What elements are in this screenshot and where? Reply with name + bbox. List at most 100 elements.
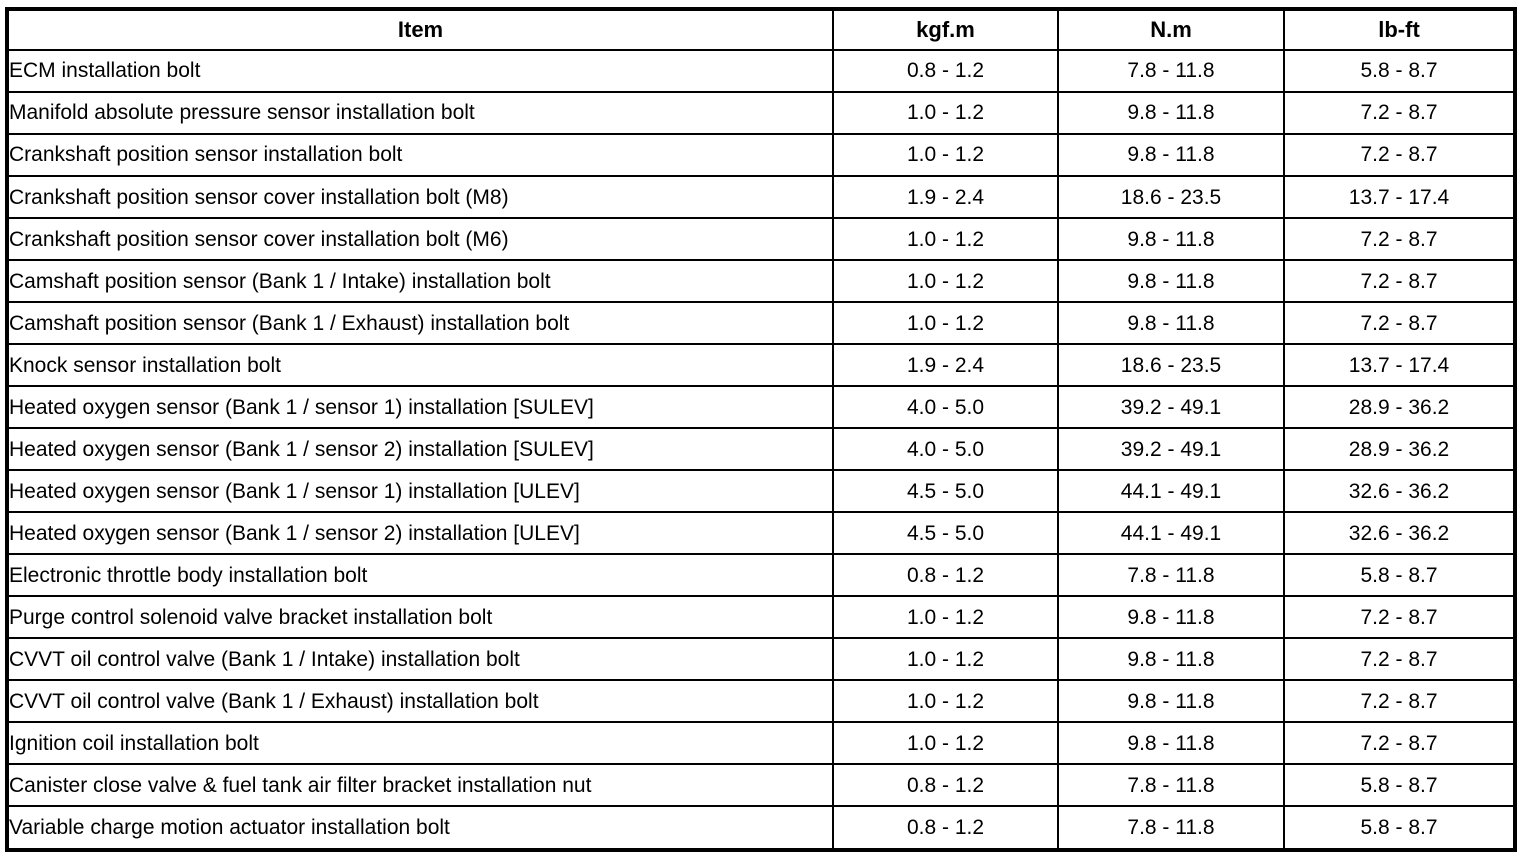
kgfm-cell: 1.0 - 1.2 — [832, 133, 1059, 178]
kgfm-cell: 4.5 - 5.0 — [832, 469, 1059, 514]
nm-cell: 39.2 - 49.1 — [1057, 427, 1285, 472]
item-cell: Purge control solenoid valve bracket ins… — [6, 595, 834, 640]
kgfm-cell: 1.0 - 1.2 — [832, 595, 1059, 640]
kgfm-cell: 1.0 - 1.2 — [832, 301, 1059, 346]
nm-cell: 18.6 - 23.5 — [1057, 175, 1285, 220]
nm-cell: 9.8 - 11.8 — [1057, 217, 1285, 262]
kgfm-cell: 1.0 - 1.2 — [832, 91, 1059, 136]
item-cell: Heated oxygen sensor (Bank 1 / sensor 2)… — [6, 511, 834, 556]
lbft-cell: 5.8 - 8.7 — [1283, 48, 1516, 94]
item-cell: CVVT oil control valve (Bank 1 / Exhaust… — [6, 679, 834, 724]
item-cell: Camshaft position sensor (Bank 1 / Intak… — [6, 259, 834, 304]
kgfm-cell: 1.0 - 1.2 — [832, 721, 1059, 766]
item-cell: Crankshaft position sensor cover install… — [6, 175, 834, 220]
item-cell: Knock sensor installation bolt — [6, 343, 834, 388]
table-row: Knock sensor installation bolt 1.9 - 2.4… — [6, 343, 1516, 388]
nm-cell: 7.8 - 11.8 — [1057, 763, 1285, 808]
lbft-cell: 7.2 - 8.7 — [1283, 637, 1516, 682]
item-cell: CVVT oil control valve (Bank 1 / Intake)… — [6, 637, 834, 682]
table-row: Heated oxygen sensor (Bank 1 / sensor 1)… — [6, 385, 1516, 430]
table-row: Heated oxygen sensor (Bank 1 / sensor 2)… — [6, 511, 1516, 556]
kgfm-cell: 0.8 - 1.2 — [832, 48, 1059, 94]
table-row: Crankshaft position sensor installation … — [6, 133, 1516, 178]
column-header-item: Item — [6, 8, 834, 51]
lbft-cell: 13.7 - 17.4 — [1283, 175, 1516, 220]
item-cell: Manifold absolute pressure sensor instal… — [6, 91, 834, 136]
nm-cell: 7.8 - 11.8 — [1057, 553, 1285, 598]
kgfm-cell: 1.0 - 1.2 — [832, 259, 1059, 304]
nm-cell: 9.8 - 11.8 — [1057, 301, 1285, 346]
lbft-cell: 7.2 - 8.7 — [1283, 595, 1516, 640]
nm-cell: 9.8 - 11.8 — [1057, 679, 1285, 724]
table-body: ECM installation bolt 0.8 - 1.2 7.8 - 11… — [6, 48, 1516, 851]
table-row: Heated oxygen sensor (Bank 1 / sensor 1)… — [6, 469, 1516, 514]
table-row: Crankshaft position sensor cover install… — [6, 217, 1516, 262]
column-header-lbft: lb-ft — [1283, 8, 1516, 51]
kgfm-cell: 1.9 - 2.4 — [832, 343, 1059, 388]
item-cell: Ignition coil installation bolt — [6, 721, 834, 766]
lbft-cell: 7.2 - 8.7 — [1283, 259, 1516, 304]
nm-cell: 44.1 - 49.1 — [1057, 511, 1285, 556]
table-row: CVVT oil control valve (Bank 1 / Exhaust… — [6, 679, 1516, 724]
nm-cell: 39.2 - 49.1 — [1057, 385, 1285, 430]
lbft-cell: 5.8 - 8.7 — [1283, 805, 1516, 851]
table-row: Heated oxygen sensor (Bank 1 / sensor 2)… — [6, 427, 1516, 472]
table-row: Canister close valve & fuel tank air fil… — [6, 763, 1516, 808]
lbft-cell: 7.2 - 8.7 — [1283, 133, 1516, 178]
kgfm-cell: 4.0 - 5.0 — [832, 427, 1059, 472]
torque-spec-table: Item kgf.m N.m lb-ft ECM installation bo… — [5, 7, 1517, 852]
item-cell: ECM installation bolt — [6, 48, 834, 94]
nm-cell: 18.6 - 23.5 — [1057, 343, 1285, 388]
item-cell: Heated oxygen sensor (Bank 1 / sensor 1)… — [6, 385, 834, 430]
lbft-cell: 28.9 - 36.2 — [1283, 427, 1516, 472]
table-row: Camshaft position sensor (Bank 1 / Exhau… — [6, 301, 1516, 346]
nm-cell: 7.8 - 11.8 — [1057, 48, 1285, 94]
nm-cell: 7.8 - 11.8 — [1057, 805, 1285, 851]
nm-cell: 9.8 - 11.8 — [1057, 133, 1285, 178]
lbft-cell: 5.8 - 8.7 — [1283, 763, 1516, 808]
kgfm-cell: 4.0 - 5.0 — [832, 385, 1059, 430]
kgfm-cell: 4.5 - 5.0 — [832, 511, 1059, 556]
kgfm-cell: 1.0 - 1.2 — [832, 637, 1059, 682]
lbft-cell: 32.6 - 36.2 — [1283, 511, 1516, 556]
nm-cell: 9.8 - 11.8 — [1057, 91, 1285, 136]
lbft-cell: 13.7 - 17.4 — [1283, 343, 1516, 388]
table-row: Variable charge motion actuator installa… — [6, 805, 1516, 851]
lbft-cell: 32.6 - 36.2 — [1283, 469, 1516, 514]
table-row: Crankshaft position sensor cover install… — [6, 175, 1516, 220]
kgfm-cell: 1.9 - 2.4 — [832, 175, 1059, 220]
lbft-cell: 7.2 - 8.7 — [1283, 721, 1516, 766]
lbft-cell: 5.8 - 8.7 — [1283, 553, 1516, 598]
table-row: Purge control solenoid valve bracket ins… — [6, 595, 1516, 640]
item-cell: Variable charge motion actuator installa… — [6, 805, 834, 851]
kgfm-cell: 0.8 - 1.2 — [832, 763, 1059, 808]
item-cell: Canister close valve & fuel tank air fil… — [6, 763, 834, 808]
table-row: Manifold absolute pressure sensor instal… — [6, 91, 1516, 136]
nm-cell: 9.8 - 11.8 — [1057, 721, 1285, 766]
lbft-cell: 7.2 - 8.7 — [1283, 679, 1516, 724]
kgfm-cell: 0.8 - 1.2 — [832, 553, 1059, 598]
lbft-cell: 7.2 - 8.7 — [1283, 301, 1516, 346]
lbft-cell: 7.2 - 8.7 — [1283, 91, 1516, 136]
kgfm-cell: 0.8 - 1.2 — [832, 805, 1059, 851]
kgfm-cell: 1.0 - 1.2 — [832, 679, 1059, 724]
nm-cell: 44.1 - 49.1 — [1057, 469, 1285, 514]
table-row: ECM installation bolt 0.8 - 1.2 7.8 - 11… — [6, 48, 1516, 94]
nm-cell: 9.8 - 11.8 — [1057, 637, 1285, 682]
item-cell: Heated oxygen sensor (Bank 1 / sensor 2)… — [6, 427, 834, 472]
column-header-nm: N.m — [1057, 8, 1285, 51]
lbft-cell: 28.9 - 36.2 — [1283, 385, 1516, 430]
table-row: Ignition coil installation bolt 1.0 - 1.… — [6, 721, 1516, 766]
table-row: CVVT oil control valve (Bank 1 / Intake)… — [6, 637, 1516, 682]
kgfm-cell: 1.0 - 1.2 — [832, 217, 1059, 262]
table-row: Camshaft position sensor (Bank 1 / Intak… — [6, 259, 1516, 304]
nm-cell: 9.8 - 11.8 — [1057, 595, 1285, 640]
item-cell: Crankshaft position sensor installation … — [6, 133, 834, 178]
header-row: Item kgf.m N.m lb-ft — [6, 8, 1516, 51]
nm-cell: 9.8 - 11.8 — [1057, 259, 1285, 304]
column-header-kgfm: kgf.m — [832, 8, 1059, 51]
item-cell: Crankshaft position sensor cover install… — [6, 217, 834, 262]
item-cell: Heated oxygen sensor (Bank 1 / sensor 1)… — [6, 469, 834, 514]
item-cell: Electronic throttle body installation bo… — [6, 553, 834, 598]
